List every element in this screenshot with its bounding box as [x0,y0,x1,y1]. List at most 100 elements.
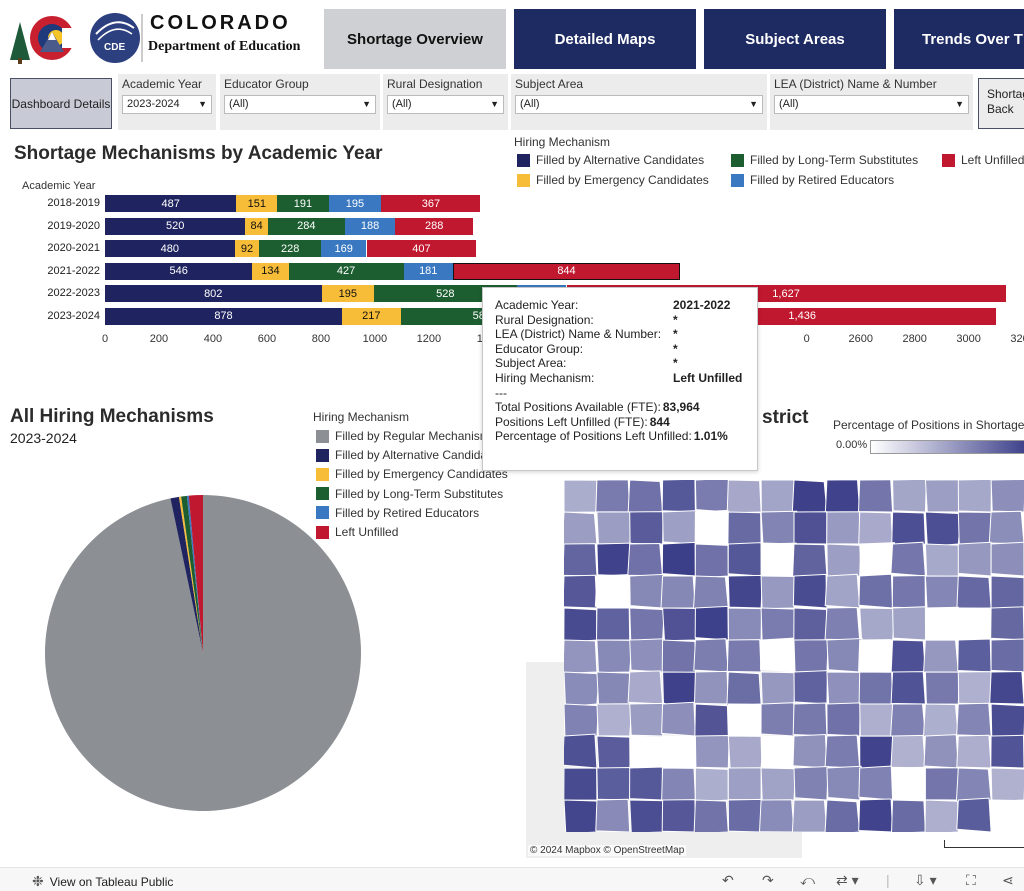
bar-segment[interactable]: 546 [105,262,253,280]
legend-retired-educators[interactable]: Filled by Retired Educators [731,173,894,187]
share-icon[interactable]: ⋖ [1002,872,1014,888]
district-shape[interactable] [760,607,797,643]
district-shape[interactable] [661,799,696,832]
bar-segment[interactable]: 151 [236,195,278,212]
district-shape[interactable] [596,735,634,771]
district-shape[interactable] [990,638,1024,673]
bar-segment[interactable]: 92 [234,240,260,257]
refresh-icon[interactable]: ⇄ ▾ [836,872,859,888]
district-shape[interactable] [726,671,762,707]
district-shape[interactable] [564,639,598,674]
district-shape[interactable] [924,606,959,641]
district-shape[interactable] [595,480,631,513]
district-shape[interactable] [924,480,962,513]
district-shape[interactable] [760,542,797,577]
district-shape[interactable] [661,735,696,770]
bar-segment[interactable]: 195 [321,285,375,302]
district-shape[interactable] [890,734,926,769]
shortage-back-button[interactable]: Shortag Back [978,78,1024,129]
district-shape[interactable] [826,702,861,737]
district-shape[interactable] [594,574,631,609]
fullscreen-icon[interactable]: ⛶ [966,872,976,888]
district-shape[interactable] [956,734,992,769]
district-shape[interactable] [956,575,992,611]
district-shape[interactable] [858,639,894,673]
bar-segment[interactable]: 487 [105,195,237,212]
map-attribution[interactable]: © 2024 Mapbox © OpenStreetMap [528,845,687,856]
pie-slice[interactable] [186,495,203,653]
lea-district-select[interactable]: (All) ▼ [774,95,969,114]
district-shape[interactable] [564,767,598,801]
pie-slice[interactable] [188,495,203,653]
district-shape[interactable] [956,797,992,832]
district-shape[interactable] [924,767,959,801]
district-shape[interactable] [727,703,763,737]
district-shape[interactable] [727,542,762,577]
pie-slice[interactable] [178,496,203,653]
district-shape[interactable] [629,702,666,737]
district-shape[interactable] [596,542,632,577]
bar-segment[interactable]: 191 [277,195,329,212]
district-shape[interactable] [826,765,862,801]
district-shape[interactable] [596,639,633,674]
district-shape[interactable] [793,607,828,643]
district-shape[interactable] [826,511,861,545]
legend-long-term-substitutes[interactable]: Filled by Long-Term Substitutes [731,153,918,167]
bar-segment[interactable]: 480 [105,240,235,257]
district-shape[interactable] [957,480,992,513]
district-shape[interactable] [629,511,664,545]
district-shape[interactable] [957,671,993,705]
district-shape[interactable] [596,511,633,545]
bar-segment[interactable]: 188 [344,217,396,235]
district-shape[interactable] [957,638,992,673]
district-shape[interactable] [791,480,828,516]
district-shape[interactable] [892,766,928,801]
district-shape[interactable] [760,767,797,802]
district-shape[interactable] [661,639,696,675]
district-shape[interactable] [564,543,598,577]
district-shape[interactable] [792,543,828,578]
bar-segment[interactable]: 169 [320,240,367,257]
bar-segment[interactable]: 288 [395,217,474,235]
district-shape[interactable] [596,671,633,707]
district-shape[interactable] [859,735,894,769]
district-shape[interactable] [661,480,696,513]
tab-subject-areas[interactable]: Subject Areas [704,9,886,69]
district-shape[interactable] [564,574,598,609]
academic-year-select[interactable]: 2023-2024 ▼ [122,95,212,114]
district-shape[interactable] [727,767,762,801]
tab-shortage-overview[interactable]: Shortage Overview [324,9,506,69]
district-shape[interactable] [727,607,763,642]
district-shape[interactable] [760,480,795,513]
district-shape[interactable] [627,670,664,705]
district-shape[interactable] [564,671,600,708]
district-shape[interactable] [564,480,598,513]
district-shape[interactable] [990,606,1024,641]
district-shape[interactable] [858,573,894,609]
district-shape[interactable] [791,799,828,832]
district-shape[interactable] [859,542,896,577]
colorado-district-map[interactable] [564,480,1024,832]
district-shape[interactable] [990,767,1024,803]
district-shape[interactable] [660,575,696,609]
district-shape[interactable] [694,509,729,545]
bar-segment[interactable]: 181 [403,262,453,280]
pie-slice[interactable] [170,496,203,653]
district-choropleth[interactable] [564,480,1024,832]
bar-segment[interactable]: 84 [245,217,268,235]
bar-segment[interactable]: 367 [381,195,481,212]
district-shape[interactable] [694,734,730,769]
district-shape[interactable] [922,703,959,738]
district-shape[interactable] [859,607,897,642]
district-shape[interactable] [760,671,797,706]
pie-slice[interactable] [44,495,361,811]
district-shape[interactable] [990,734,1024,769]
district-shape[interactable] [890,703,926,737]
district-shape[interactable] [956,702,992,737]
pie-legend-item[interactable]: Filled by Retired Educators [316,506,479,520]
legend-left-unfilled[interactable]: Left Unfilled [942,153,1024,167]
district-shape[interactable] [760,735,796,770]
district-shape[interactable] [692,575,729,611]
pie-legend-item[interactable]: Filled by Regular Mechanism [316,429,490,443]
revert-icon[interactable]: ⤺ [800,872,815,888]
